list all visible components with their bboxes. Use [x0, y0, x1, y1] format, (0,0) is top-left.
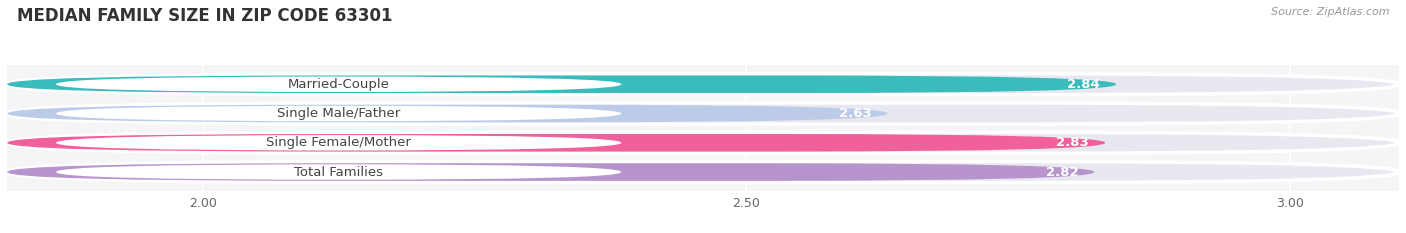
Text: Total Families: Total Families	[294, 165, 384, 178]
FancyBboxPatch shape	[56, 106, 621, 121]
Text: Married-Couple: Married-Couple	[288, 78, 389, 91]
FancyBboxPatch shape	[56, 135, 621, 151]
FancyBboxPatch shape	[7, 163, 1094, 181]
Text: Single Male/Father: Single Male/Father	[277, 107, 401, 120]
Text: 2.83: 2.83	[1056, 136, 1090, 149]
FancyBboxPatch shape	[7, 74, 1399, 95]
FancyBboxPatch shape	[7, 134, 1105, 151]
Text: 2.82: 2.82	[1046, 165, 1078, 178]
FancyBboxPatch shape	[56, 76, 621, 92]
Text: Source: ZipAtlas.com: Source: ZipAtlas.com	[1271, 7, 1389, 17]
Text: 2.84: 2.84	[1067, 78, 1099, 91]
FancyBboxPatch shape	[7, 161, 1399, 183]
FancyBboxPatch shape	[56, 164, 621, 180]
FancyBboxPatch shape	[7, 103, 1399, 124]
Text: Single Female/Mother: Single Female/Mother	[266, 136, 411, 149]
FancyBboxPatch shape	[7, 75, 1116, 93]
Text: 2.63: 2.63	[839, 107, 872, 120]
FancyBboxPatch shape	[7, 132, 1399, 153]
Text: MEDIAN FAMILY SIZE IN ZIP CODE 63301: MEDIAN FAMILY SIZE IN ZIP CODE 63301	[17, 7, 392, 25]
FancyBboxPatch shape	[7, 105, 887, 122]
